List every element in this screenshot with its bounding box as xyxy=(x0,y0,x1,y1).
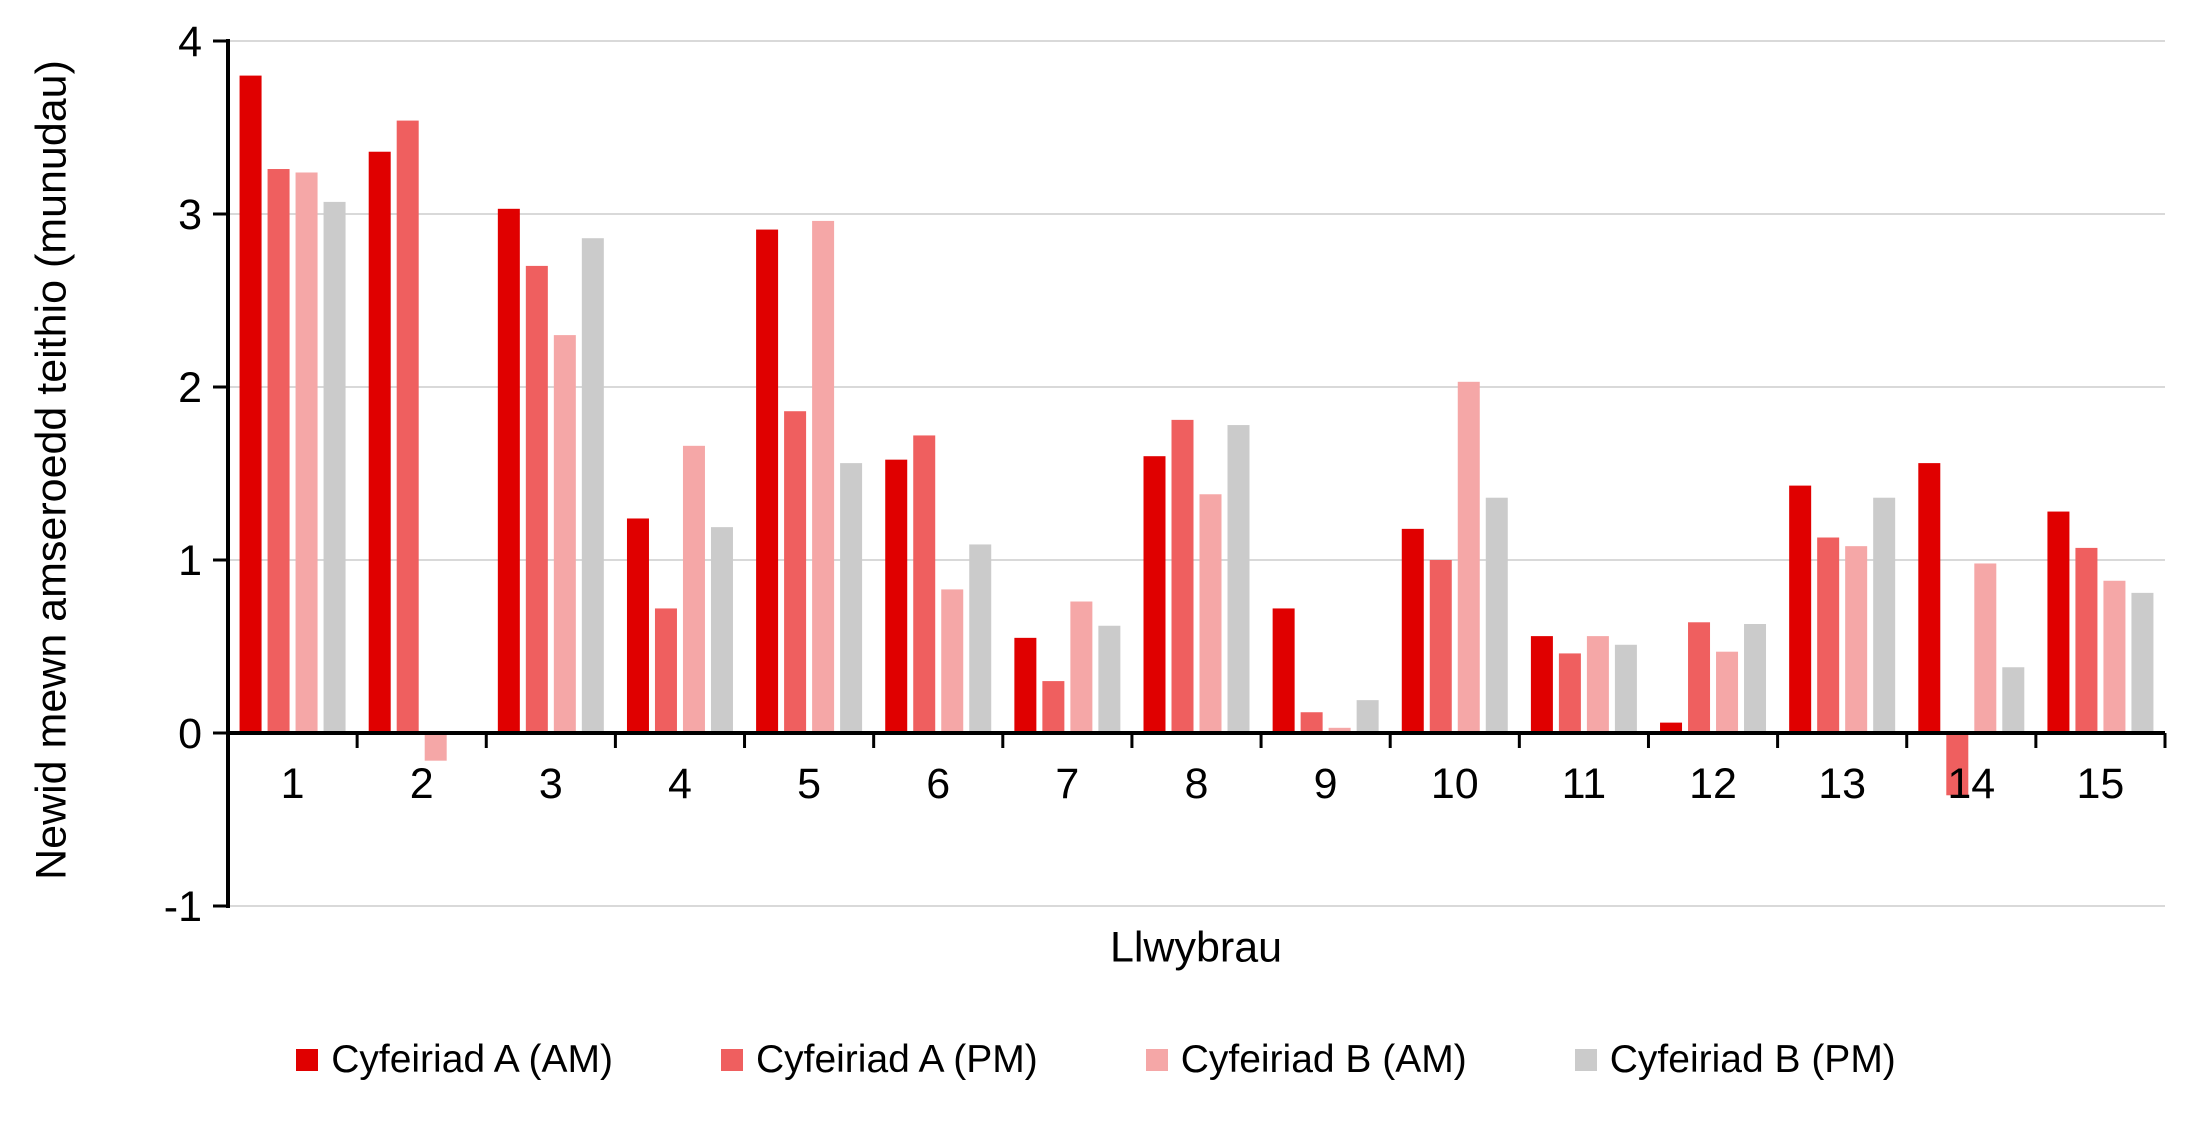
legend-item: Cyfeiriad B (AM) xyxy=(1145,1038,1467,1082)
x-tick-label: 7 xyxy=(1055,760,1079,808)
legend-swatch xyxy=(296,1049,319,1071)
bar xyxy=(295,172,318,734)
bar xyxy=(1098,625,1121,733)
legend-label: Cyfeiriad A (AM) xyxy=(331,1038,613,1081)
bar xyxy=(812,220,835,734)
bar xyxy=(553,335,576,733)
legend-item: Cyfeiriad B (PM) xyxy=(1574,1038,1896,1082)
bar xyxy=(267,169,290,733)
bar xyxy=(1429,560,1452,733)
bar xyxy=(1356,700,1379,733)
bar xyxy=(941,589,964,733)
y-axis-title: Newid mewn amseroedd teithio (munudau) xyxy=(27,60,76,880)
bar xyxy=(1457,381,1480,733)
bar xyxy=(1974,563,1997,733)
bar xyxy=(1817,537,1840,733)
x-tick-label: 8 xyxy=(1185,760,1209,808)
bar xyxy=(784,411,807,733)
bar xyxy=(654,608,677,733)
bar xyxy=(1485,497,1508,733)
y-tick-label: 3 xyxy=(178,191,202,239)
bar xyxy=(710,527,733,733)
x-tick-label: 4 xyxy=(668,760,692,808)
legend-label: Cyfeiriad A (PM) xyxy=(755,1038,1038,1081)
bar xyxy=(1171,419,1194,733)
bar xyxy=(1272,608,1295,733)
bar xyxy=(1614,644,1637,733)
bar xyxy=(1688,622,1711,733)
bar xyxy=(1586,636,1609,733)
bar xyxy=(756,229,779,733)
bar xyxy=(581,238,604,733)
legend-label: Cyfeiriad B (PM) xyxy=(1609,1038,1896,1081)
bar xyxy=(525,265,548,733)
bar xyxy=(969,544,992,733)
bar xyxy=(1070,601,1093,733)
x-tick-label: 10 xyxy=(1431,760,1479,808)
bar xyxy=(1744,624,1767,733)
bar xyxy=(1042,681,1065,733)
bar xyxy=(239,75,262,734)
bar xyxy=(368,151,391,734)
bar xyxy=(1558,653,1581,733)
bar xyxy=(1199,494,1222,733)
bar xyxy=(1845,546,1868,733)
x-tick-label: 12 xyxy=(1689,760,1737,808)
bar xyxy=(497,208,520,733)
y-tick-label: 1 xyxy=(178,537,202,585)
x-tick-label: 1 xyxy=(281,760,305,808)
bar xyxy=(1789,485,1812,733)
legend: Cyfeiriad A (AM) Cyfeiriad A (PM) Cyfeiria… xyxy=(0,1038,2192,1082)
bar xyxy=(1716,651,1739,733)
x-axis-title: Llwybrau xyxy=(1109,923,1283,972)
bar xyxy=(396,120,419,733)
bar xyxy=(1918,463,1941,733)
bar xyxy=(885,459,908,733)
bar xyxy=(2103,580,2126,733)
bar xyxy=(1401,528,1424,733)
legend-item: Cyfeiriad A (AM) xyxy=(296,1038,613,1082)
x-tick-label: 6 xyxy=(926,760,950,808)
bar xyxy=(1328,727,1351,733)
bar xyxy=(1660,722,1683,733)
x-tick-label: 2 xyxy=(410,760,434,808)
legend-swatch xyxy=(1574,1049,1597,1071)
y-tick-label: -1 xyxy=(164,883,202,931)
x-tick-label: 14 xyxy=(1947,760,1995,808)
x-tick-label: 5 xyxy=(797,760,821,808)
x-tick-label: 15 xyxy=(2077,760,2125,808)
bar xyxy=(1530,636,1553,733)
bar xyxy=(1014,637,1037,733)
x-tick-label: 13 xyxy=(1818,760,1866,808)
bar xyxy=(682,445,705,733)
bar xyxy=(1143,456,1166,733)
y-tick-label: 2 xyxy=(178,364,202,412)
legend-swatch xyxy=(720,1049,743,1071)
bar xyxy=(626,518,649,733)
bar xyxy=(913,435,936,733)
y-tick-label: 0 xyxy=(178,710,202,758)
x-tick-label: 9 xyxy=(1314,760,1338,808)
bar xyxy=(1227,425,1250,733)
bar xyxy=(1873,497,1896,733)
legend-swatch xyxy=(1145,1049,1168,1071)
y-tick-label: 4 xyxy=(178,18,202,66)
bar xyxy=(323,201,346,733)
x-tick-label: 11 xyxy=(1562,760,1607,808)
bar xyxy=(424,733,447,761)
bar xyxy=(840,463,863,733)
bar xyxy=(2047,511,2070,733)
bar xyxy=(2075,547,2098,733)
bar xyxy=(1946,733,1969,796)
legend-item: Cyfeiriad A (PM) xyxy=(720,1038,1038,1082)
legend-label: Cyfeiriad B (AM) xyxy=(1180,1038,1467,1081)
bar xyxy=(2131,592,2154,733)
bar xyxy=(2002,667,2025,733)
x-tick-label: 3 xyxy=(539,760,563,808)
bar xyxy=(1300,712,1323,733)
